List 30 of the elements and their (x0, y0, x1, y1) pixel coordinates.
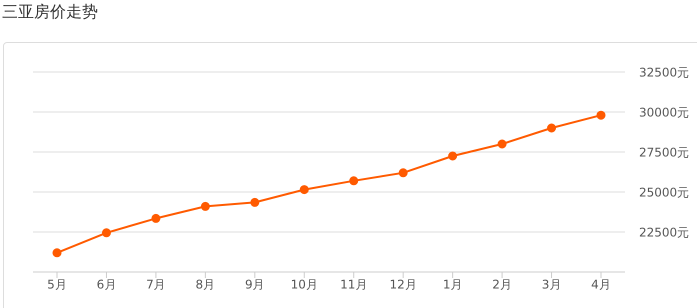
x-tick-label: 10月 (290, 278, 318, 292)
x-tick-label: 8月 (196, 278, 216, 292)
chart-title: 三亚房价走势 (2, 2, 98, 23)
x-tick-label: 1月 (442, 278, 462, 292)
point (596, 110, 606, 120)
y-tick-label: 32500元 (639, 65, 690, 80)
point (448, 152, 458, 160)
y-tick-label: 27500元 (639, 145, 690, 160)
point (547, 124, 556, 132)
x-tick-label: 4月 (591, 278, 611, 292)
x-tick-label: 11月 (340, 278, 368, 292)
point (102, 228, 111, 238)
x-tick-label: 5月 (47, 278, 67, 292)
point (200, 202, 210, 211)
x-tick-label: 7月 (146, 278, 166, 292)
x-tick-label: 9月 (245, 278, 265, 292)
y-tick-label: 25000元 (639, 185, 690, 200)
point (151, 214, 160, 223)
point (250, 198, 260, 207)
x-tick-label: 6月 (96, 278, 116, 292)
x-tick-label: 3月 (542, 278, 562, 292)
point (349, 176, 358, 186)
point (52, 248, 62, 258)
y-tick-label: 30000元 (639, 105, 690, 120)
x-tick-label: 2月 (492, 278, 512, 292)
point (498, 140, 507, 148)
x-tick-label: 12月 (390, 278, 417, 292)
y-tick-label: 22500元 (639, 225, 690, 240)
point (398, 168, 408, 178)
point (300, 185, 309, 194)
